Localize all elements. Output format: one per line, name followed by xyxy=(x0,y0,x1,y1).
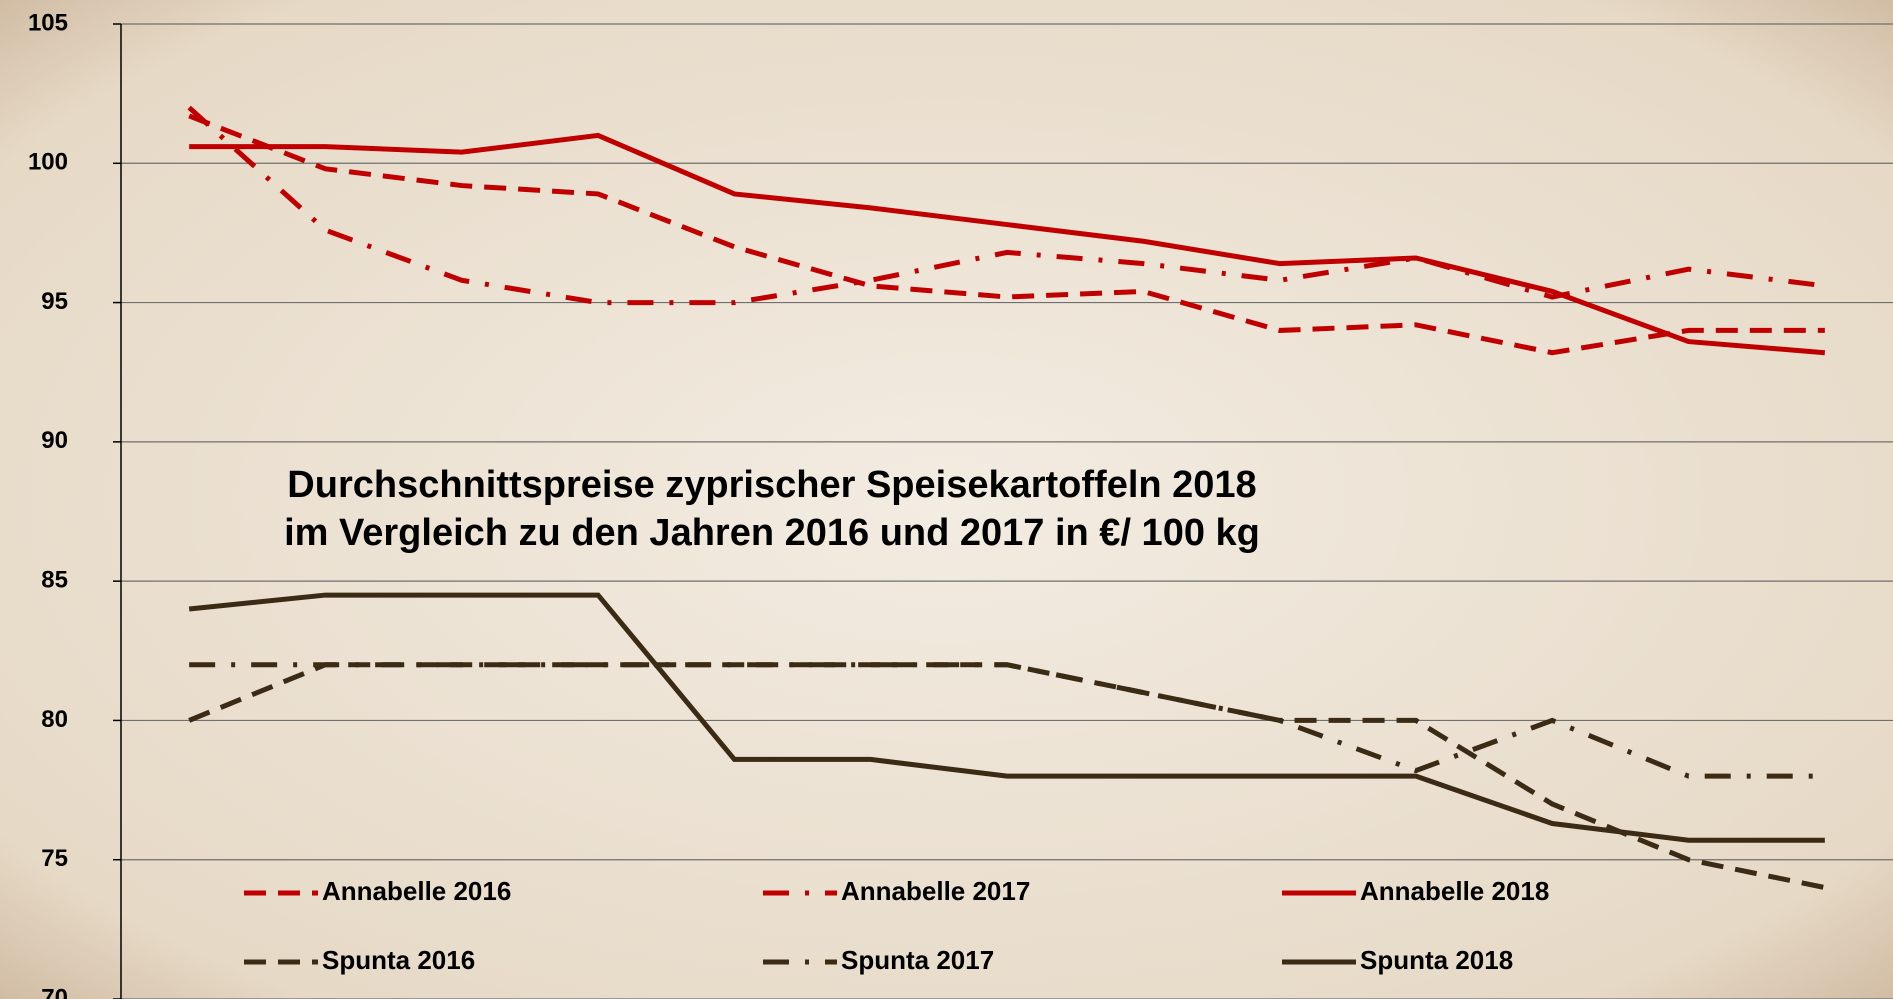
y-tick-label: 105 xyxy=(28,9,68,36)
y-tick-label: 85 xyxy=(41,566,68,593)
y-tick-label: 90 xyxy=(41,427,68,454)
y-tick-label: 80 xyxy=(41,706,68,733)
legend-label: Annabelle 2016 xyxy=(322,876,511,906)
y-tick-label: 70 xyxy=(41,984,68,999)
legend-label: Spunta 2017 xyxy=(841,945,994,975)
legend-label: Spunta 2018 xyxy=(1360,945,1513,975)
chart-title: Durchschnittspreise zyprischer Speisekar… xyxy=(287,464,1256,506)
legend-label: Annabelle 2017 xyxy=(841,876,1030,906)
legend-label: Annabelle 2018 xyxy=(1360,876,1549,906)
legend-label: Spunta 2016 xyxy=(322,945,475,975)
y-tick-label: 75 xyxy=(41,845,68,872)
chart: Durchschnittspreise zyprischer Speisekar… xyxy=(0,0,1893,999)
chart-subtitle: im Vergleich zu den Jahren 2016 und 2017… xyxy=(284,512,1260,554)
y-tick-label: 100 xyxy=(28,149,68,176)
y-tick-label: 95 xyxy=(41,288,68,315)
